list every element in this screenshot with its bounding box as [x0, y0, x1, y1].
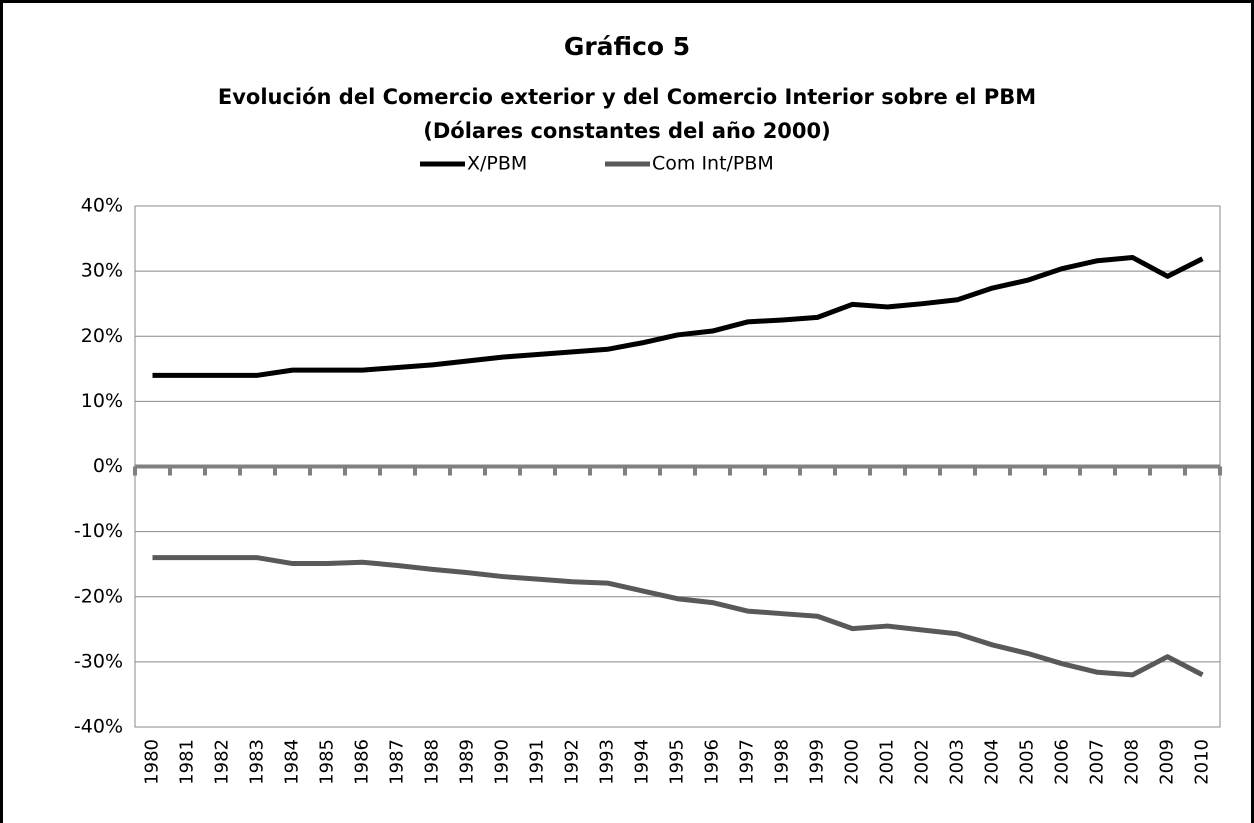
series-line: [152, 254, 1204, 378]
x-tick-label: 1981: [177, 739, 198, 785]
x-tick-label: 2008: [1122, 739, 1143, 785]
x-tick-label: 1992: [562, 739, 583, 785]
y-tick-label: 40%: [81, 195, 123, 217]
x-tick-label: 1999: [807, 739, 828, 785]
x-tick-label: 2005: [1017, 739, 1038, 785]
x-tick-label: 1989: [457, 739, 478, 785]
x-tick-label: 1983: [247, 739, 268, 785]
x-tick-label: 2002: [912, 739, 933, 785]
y-tick-label: -10%: [74, 520, 123, 542]
x-tick-label: 1982: [212, 739, 233, 785]
series-line: [152, 555, 1204, 678]
x-tick-label: 2004: [982, 739, 1003, 785]
chart-subtitle: (Dólares constantes del año 2000): [423, 119, 831, 143]
x-tick-label: 2007: [1087, 739, 1108, 785]
chart-title: Gráfico 5: [564, 32, 690, 61]
y-tick-label: -30%: [74, 650, 123, 672]
y-tick-label: 20%: [81, 325, 123, 347]
x-tick-label: 1997: [737, 739, 758, 785]
y-tick-label: 10%: [81, 390, 123, 412]
x-tick-label: 1987: [387, 739, 408, 785]
x-tick-label: 1985: [317, 739, 338, 785]
x-tick-label: 2000: [842, 739, 863, 785]
x-tick-label: 2006: [1052, 739, 1073, 785]
x-tick-label: 1988: [422, 739, 443, 785]
x-tick-label: 1996: [702, 739, 723, 785]
y-tick-label: 30%: [81, 260, 123, 282]
x-tick-label: 1998: [772, 739, 793, 785]
x-tick-label: 1986: [352, 739, 373, 785]
x-tick-label: 1980: [142, 739, 163, 785]
y-tick-label: -40%: [74, 716, 123, 738]
y-tick-label: 0%: [93, 455, 123, 477]
x-tick-label: 1993: [597, 739, 618, 785]
x-tick-label: 1991: [527, 739, 548, 785]
x-tick-label: 2010: [1192, 739, 1213, 785]
x-tick-label: 1984: [282, 739, 303, 785]
legend-label: X/PBM: [467, 153, 527, 175]
x-tick-label: 2003: [947, 739, 968, 785]
x-tick-label: 1995: [667, 739, 688, 785]
x-tick-label: 2009: [1157, 739, 1178, 785]
chart-subtitle: Evolución del Comercio exterior y del Co…: [218, 85, 1036, 109]
legend-label: Com Int/PBM: [652, 153, 774, 175]
y-tick-label: -20%: [74, 585, 123, 607]
x-tick-label: 1994: [632, 739, 653, 785]
x-tick-label: 2001: [877, 739, 898, 785]
x-tick-label: 1990: [492, 739, 513, 785]
